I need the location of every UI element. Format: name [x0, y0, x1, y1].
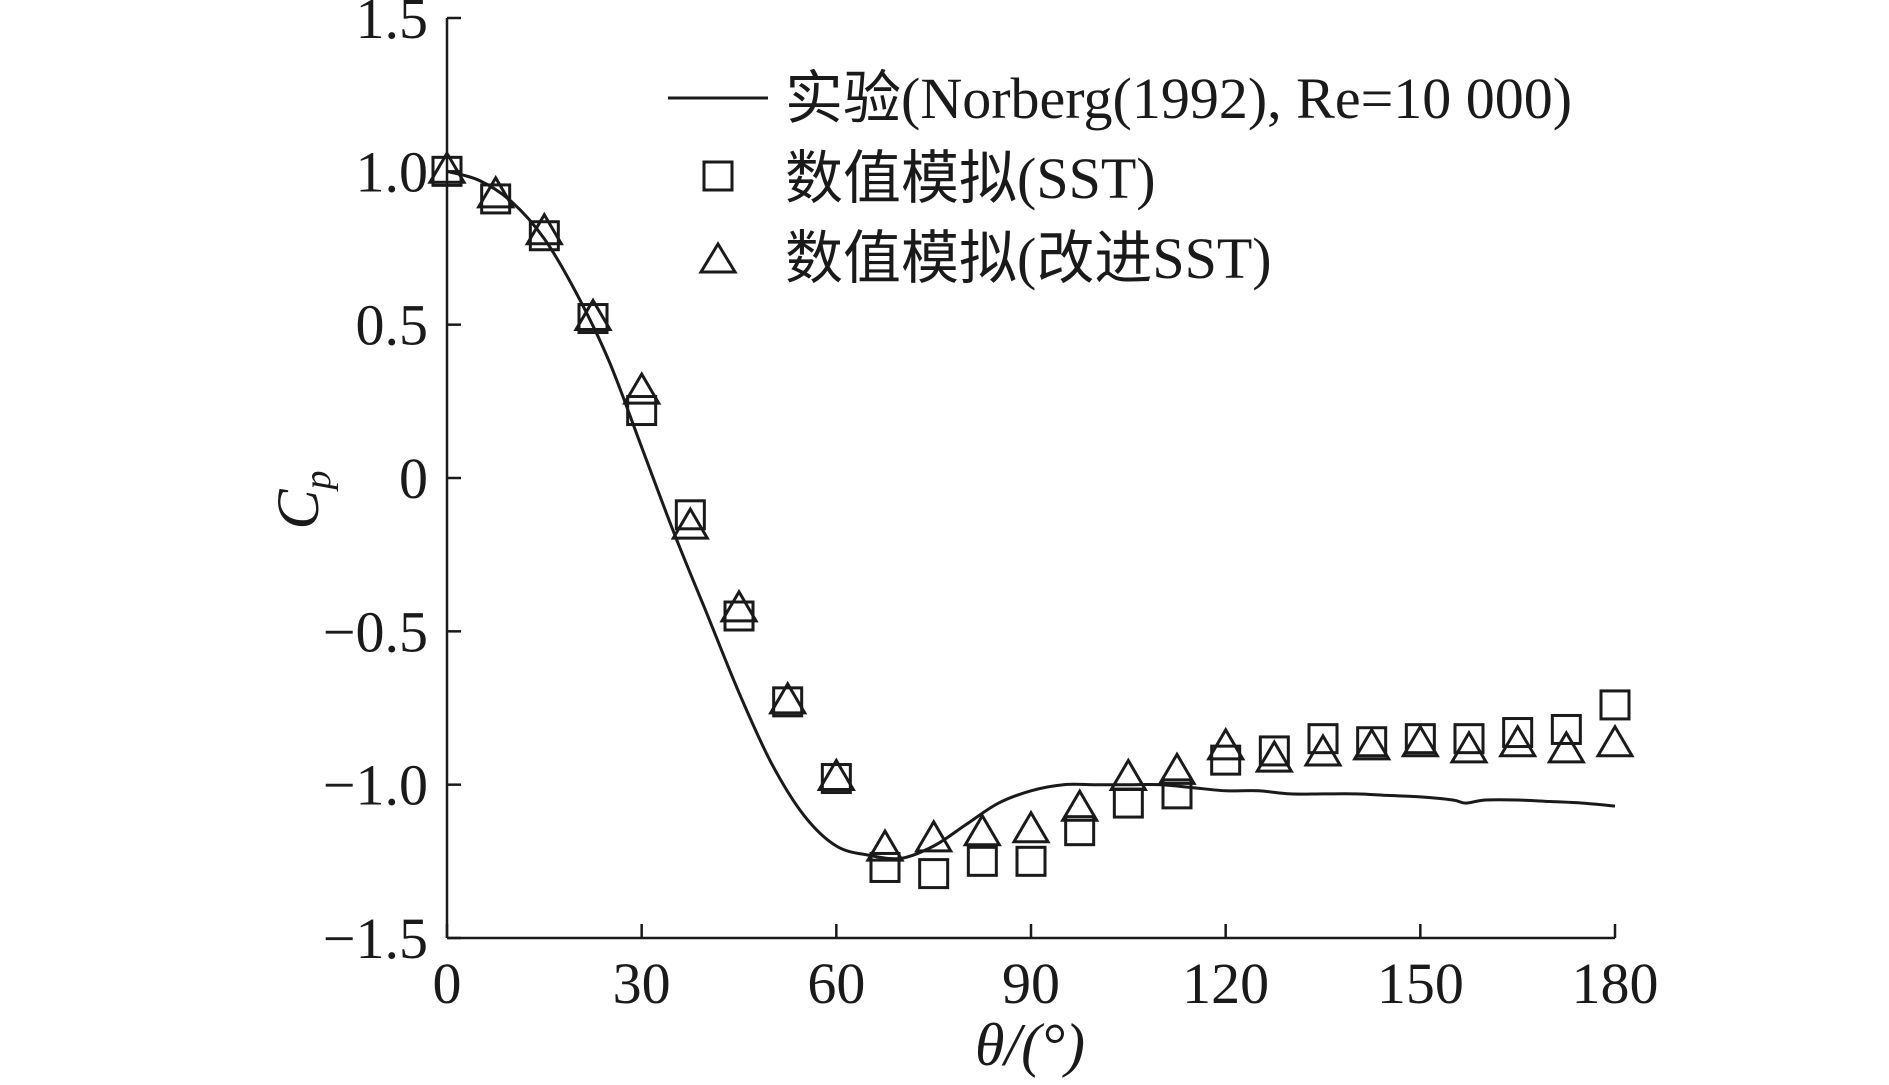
improved-sst-triangle-point — [768, 680, 808, 715]
sst-square-point — [674, 499, 706, 531]
improved-sst-triangle-point — [1595, 723, 1635, 758]
improved-sst-triangle-point — [1108, 757, 1148, 791]
y-tick-label: −1.0 — [323, 753, 428, 818]
improved-sst-triangle-point — [573, 297, 613, 331]
legend-label-experiment: 实验(Norberg(1992), Re=10 000) — [785, 66, 1572, 131]
x-tick-label: 30 — [613, 951, 671, 1016]
x-tick-label: 150 — [1377, 951, 1464, 1016]
legend-square-swatch — [702, 160, 734, 192]
y-axis-label: Cp — [265, 470, 339, 529]
sst-square-point — [626, 395, 658, 427]
improved-sst-triangle-point — [962, 812, 1002, 847]
improved-sst-triangle-point — [1400, 723, 1440, 758]
y-axis-label-subscript: p — [297, 470, 339, 492]
y-tick-label: −0.5 — [323, 599, 428, 664]
y-tick-label: 1.0 — [356, 139, 429, 204]
legend-label-improved-sst: 数值模拟(改进SST) — [785, 226, 1272, 291]
y-ticks: 1.5 1.0 0.5 0 −0.5 −1.0 −1.5 — [323, 0, 461, 971]
x-ticks: 0 30 60 90 120 150 180 — [433, 924, 1659, 1016]
sst-square-point — [1161, 778, 1193, 810]
improved-sst-triangle-point — [1011, 809, 1051, 844]
plot-area — [427, 150, 1635, 890]
legend: 实验(Norberg(1992), Re=10 000) 数值模拟(SST) 数… — [668, 66, 1572, 291]
y-tick-label: 1.5 — [356, 0, 429, 51]
improved-sst-triangle-point — [622, 371, 662, 405]
improved-sst-triangle-point — [1449, 729, 1489, 764]
sst-square-point — [1453, 723, 1485, 755]
improved-sst-triangle-point — [427, 150, 467, 184]
sst-square-point — [772, 686, 804, 718]
sst-square-point — [431, 155, 463, 187]
y-tick-label: −1.5 — [323, 906, 428, 971]
sst-square-point — [869, 851, 901, 883]
improved-sst-triangle-point — [1157, 751, 1197, 785]
sst-square-point — [1015, 845, 1047, 877]
x-tick-label: 180 — [1572, 951, 1659, 1016]
sst-square-point — [1112, 787, 1144, 819]
sst-square-point — [820, 763, 852, 795]
improved-sst-triangle-point — [914, 818, 954, 853]
improved-sst-triangle-point — [865, 828, 905, 862]
y-tick-label: 0.5 — [356, 293, 429, 358]
improved-sst-triangle-point — [1254, 739, 1294, 773]
legend-label-sst: 数值模拟(SST) — [785, 146, 1156, 211]
x-axis-label: θ/(°) — [975, 1012, 1085, 1078]
sst-square-point — [1307, 723, 1339, 755]
sst-square-point — [966, 845, 998, 877]
improved-sst-triangle-point — [1546, 729, 1586, 764]
improved-sst-triangle-point — [1060, 788, 1100, 822]
improved-sst-triangle-point — [524, 211, 564, 246]
experiment-line — [446, 169, 1616, 861]
sst-square-point — [1502, 717, 1534, 749]
improved-sst-triangle-point — [1352, 726, 1392, 761]
sst-square-point — [918, 858, 950, 890]
y-axis-label-main: C — [265, 489, 331, 530]
improved-sst-triangle-point — [476, 174, 516, 209]
x-tick-label: 0 — [433, 951, 462, 1016]
improved-sst-triangle-point — [1498, 723, 1538, 758]
improved-sst-triangle-point — [719, 588, 759, 623]
improved-sst-triangle-point — [816, 757, 856, 791]
sst-square-point — [1064, 815, 1096, 847]
x-tick-label: 60 — [807, 951, 865, 1016]
sst-square-point — [1258, 735, 1290, 767]
y-tick-label: 0 — [399, 446, 428, 511]
sst-square-point — [1550, 713, 1582, 745]
sst-square-point — [577, 303, 609, 335]
legend-triangle-swatch — [698, 241, 738, 274]
improved-sst-triangle-point — [1303, 733, 1343, 767]
x-tick-label: 120 — [1182, 951, 1269, 1016]
sst-square-point — [1599, 689, 1631, 721]
improved-sst-triangle-point — [670, 506, 710, 540]
x-tick-label: 90 — [1002, 951, 1060, 1016]
improved-sst-triangle-point — [1206, 726, 1246, 761]
